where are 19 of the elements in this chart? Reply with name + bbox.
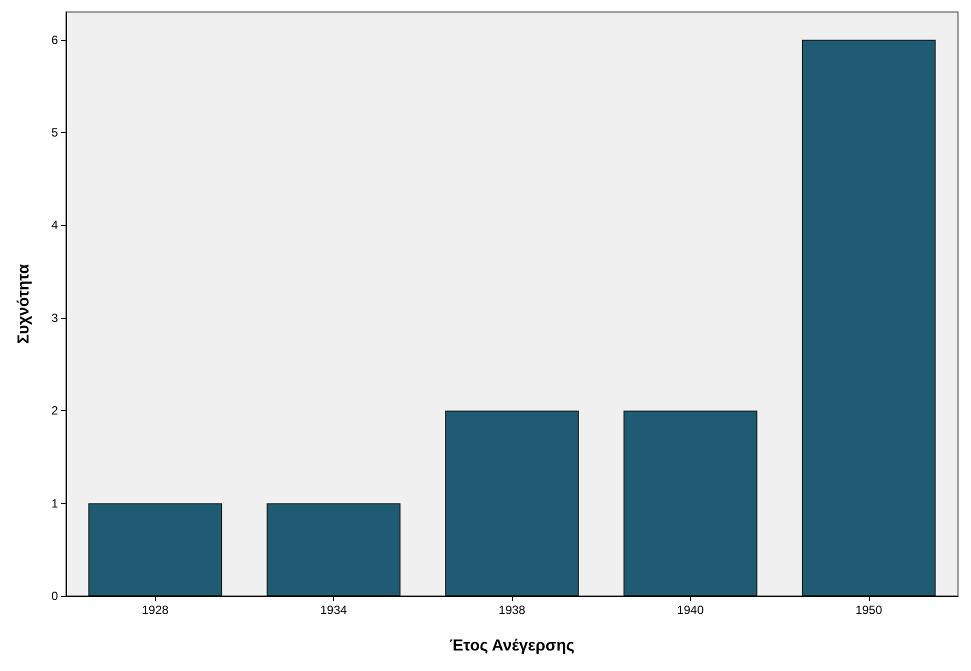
x-tick-label: 1950 [855,603,882,617]
y-tick-label: 5 [51,126,58,140]
y-tick-label: 4 [51,218,58,232]
bar [802,40,936,596]
bar [624,410,758,596]
x-tick-label: 1938 [498,603,526,617]
y-tick-label: 6 [51,32,58,47]
y-tick-label: 3 [51,310,58,325]
x-tick-label: 1940 [677,603,704,617]
x-tick-label: 1934 [320,603,348,617]
y-tick-label: 0 [51,589,58,603]
bar [445,410,579,596]
y-tick-label: 2 [51,404,58,418]
x-axis-title: Έτος Ανέγερσης [450,638,574,654]
x-tick-label: 1928 [142,603,169,617]
y-tick-label: 1 [51,496,58,510]
bar [266,503,400,596]
y-axis-title: Συχνότητα [16,264,32,344]
bar [88,503,222,596]
